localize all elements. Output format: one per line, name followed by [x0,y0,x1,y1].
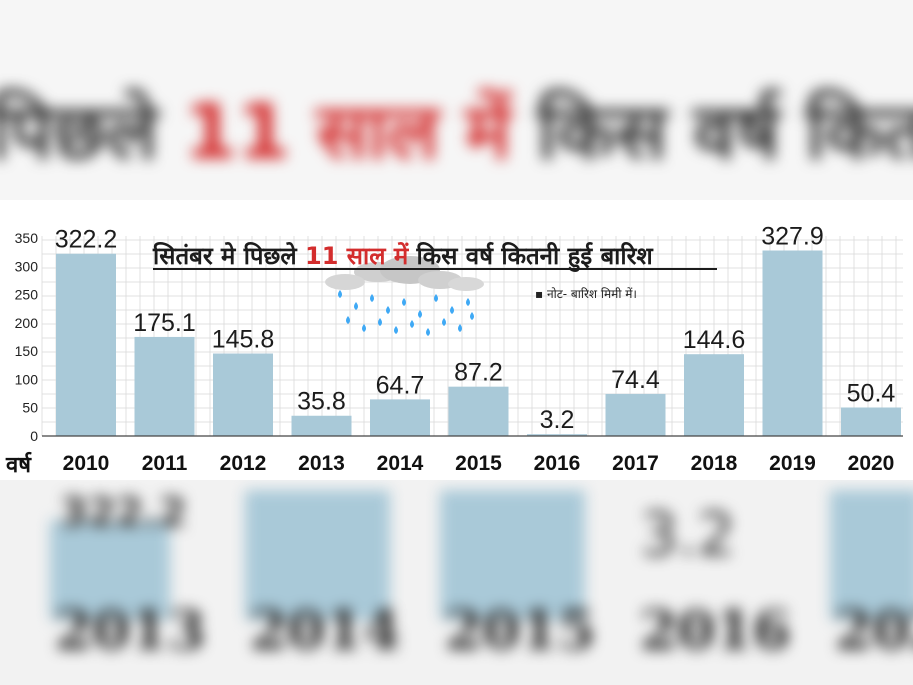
bar-2010 [56,253,116,436]
rain-drop [450,306,454,314]
value-label-2020: 50.4 [847,379,896,407]
value-labels: 322.2 175.1 145.8 35.8 64.7 87.2 3.2 74.4 144.6 3… [55,223,896,435]
x-tick-label-2013: 2013 [298,452,345,475]
y-axis-ticks: 0 50 100 150 200 250 300 350 [15,230,39,444]
blurred-value: 322.2 [60,490,187,536]
y-tick-label: 300 [15,258,39,274]
x-tick-label-2020: 2020 [848,452,895,475]
rain-drop [458,324,462,332]
rain-drop [442,318,446,326]
blurred-bar [245,490,390,620]
x-axis-labels: 2010 2011 2012 2013 2014 2015 2016 2017 2018 2019… [63,452,895,475]
x-axis-title: वर्ष [5,451,32,477]
value-label-2010: 322.2 [55,226,118,254]
bar-2013 [291,415,352,436]
rain-drop [410,320,414,328]
y-tick-label: 350 [15,230,39,246]
bar-2020 [841,407,901,436]
rain-drops [338,290,474,336]
y-tick-label: 0 [30,428,38,444]
x-tick-label-2016: 2016 [534,452,581,475]
bar-2017 [605,393,666,436]
blurred-background-bottom: 322.2 3.2 2013 2014 2015 2016 2020 [0,480,913,685]
bar-2019 [762,250,823,436]
bar-2012 [213,353,273,436]
rain-cloud-icon [325,256,484,336]
blurred-bar [830,490,913,620]
rain-drop [434,294,438,302]
chart-bars [56,250,901,436]
value-label-2019: 327.9 [761,223,824,251]
value-label-2015: 87.2 [454,359,503,387]
x-tick-label-2012: 2012 [220,452,267,475]
value-label-2017: 74.4 [611,366,660,394]
bar-2015 [448,386,509,436]
rain-drop [354,302,358,310]
y-tick-label: 100 [15,371,39,387]
blurred-year: 2020 [835,598,913,662]
x-tick-label-2014: 2014 [377,452,424,475]
blurred-year: 2015 [445,598,596,662]
value-label-2018: 144.6 [683,326,746,354]
rain-drop [386,306,390,314]
rain-drop [394,326,398,334]
chart-svg: 0 50 100 150 200 250 300 350 322.2 175.1 145.8 35.… [5,223,903,477]
rain-drop [470,312,474,320]
bar-2014 [370,399,430,436]
bar-2018 [684,354,744,436]
blurred-year: 2016 [640,598,791,662]
rain-drop [378,318,382,326]
y-tick-label: 50 [22,400,38,416]
y-tick-label: 150 [15,343,39,359]
rain-drop [466,298,470,306]
value-label-2012: 145.8 [212,326,275,354]
rain-drop [402,298,406,306]
value-label-2013: 35.8 [297,388,346,416]
value-label-2011: 175.1 [133,309,196,337]
rain-drop [370,294,374,302]
blurred-headline: पिछले 11 साल में किस वर्ष कितनी हुई [0,87,913,176]
rain-drop [362,324,366,332]
x-tick-label-2018: 2018 [691,452,738,475]
y-tick-label: 250 [15,287,39,303]
x-tick-label-2010: 2010 [63,452,110,475]
value-label-2016: 3.2 [540,406,575,434]
blurred-background-top: पिछले 11 साल में किस वर्ष कितनी हुई [0,0,913,200]
x-tick-label-2015: 2015 [455,452,502,475]
rain-drop [418,310,422,318]
rainfall-chart: 0 50 100 150 200 250 300 350 322.2 175.1 145.8 35.… [0,200,913,480]
blurred-year: 2014 [250,598,401,662]
x-tick-label-2011: 2011 [142,452,188,475]
y-tick-label: 200 [15,315,39,331]
rain-drop [346,316,350,324]
chart-title: सितंबर मे पिछले 11 साल में किस वर्ष कितन… [152,242,654,273]
blurred-value: 3.2 [640,500,736,570]
value-label-2014: 64.7 [376,371,425,399]
bar-2016 [527,434,587,436]
rain-drop [426,328,430,336]
rain-drop [338,290,342,298]
x-tick-label-2017: 2017 [612,452,659,475]
blurred-year: 2013 [55,598,206,662]
x-tick-label-2019: 2019 [769,452,816,475]
blurred-bar [440,490,585,620]
units-note: ▪ नोट- बारिश मिमी में। [535,287,637,301]
blurred-bar [50,520,170,620]
bar-2011 [134,336,195,436]
